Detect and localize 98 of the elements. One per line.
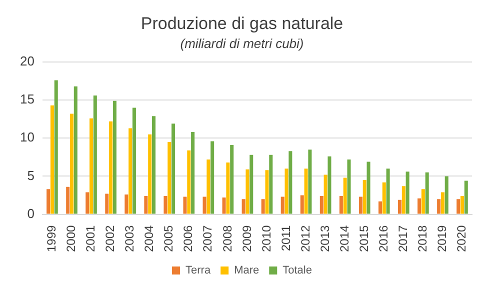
bar bbox=[366, 162, 370, 214]
bar bbox=[362, 180, 366, 214]
bar bbox=[74, 86, 78, 214]
bar bbox=[382, 182, 386, 214]
bar bbox=[152, 116, 156, 214]
bar bbox=[226, 162, 230, 214]
bar bbox=[328, 156, 332, 214]
bar bbox=[284, 168, 288, 214]
bar bbox=[386, 168, 390, 214]
x-tick-label: 2013 bbox=[318, 224, 332, 252]
bar bbox=[269, 154, 273, 214]
bar bbox=[339, 196, 343, 214]
bar bbox=[288, 151, 292, 214]
bar bbox=[398, 200, 402, 214]
chart-subtitle: (miliardi di metri cubi) bbox=[180, 36, 304, 51]
x-tick-label: 2008 bbox=[220, 224, 234, 252]
bar bbox=[300, 195, 304, 214]
bar bbox=[168, 142, 172, 214]
x-tick-label: 2011 bbox=[278, 224, 293, 252]
bar bbox=[86, 192, 90, 214]
y-tick-label: 15 bbox=[20, 92, 34, 107]
x-tick-label: 2004 bbox=[142, 224, 156, 252]
bar bbox=[54, 80, 58, 214]
bar bbox=[183, 196, 187, 214]
x-tick-label: 2001 bbox=[84, 224, 98, 252]
bar bbox=[66, 186, 70, 214]
x-tick-label: 2009 bbox=[240, 224, 254, 252]
bar bbox=[109, 121, 113, 214]
bar bbox=[440, 192, 444, 214]
bar bbox=[105, 194, 109, 214]
x-tick-label: 2016 bbox=[376, 224, 390, 252]
legend-label: Mare bbox=[234, 264, 260, 277]
y-tick-label: 20 bbox=[20, 54, 34, 69]
bar bbox=[172, 124, 176, 214]
bar bbox=[148, 134, 152, 214]
bar bbox=[320, 196, 324, 214]
bar bbox=[425, 172, 429, 214]
bar bbox=[444, 176, 448, 214]
bar bbox=[230, 145, 234, 214]
x-tick-label: 2020 bbox=[454, 224, 469, 252]
chart-title: Produzione di gas naturale bbox=[140, 14, 344, 33]
bar bbox=[206, 159, 210, 214]
bar bbox=[261, 199, 265, 214]
bar bbox=[308, 150, 312, 214]
bar bbox=[132, 108, 136, 214]
bar bbox=[402, 186, 406, 214]
x-tick-label: 2005 bbox=[162, 224, 176, 252]
x-tick-label: 2007 bbox=[200, 224, 215, 252]
bar bbox=[358, 196, 362, 214]
x-tick-label: 2015 bbox=[356, 224, 371, 252]
x-tick-label: 2002 bbox=[103, 224, 118, 252]
legend-label: Terra bbox=[186, 264, 212, 277]
x-tick-label: 2019 bbox=[435, 224, 450, 252]
bar bbox=[222, 198, 226, 214]
bar bbox=[246, 169, 250, 214]
x-tick-label: 2012 bbox=[298, 224, 312, 252]
bar bbox=[70, 114, 74, 214]
bar bbox=[210, 141, 214, 214]
x-tick-label: 2010 bbox=[259, 224, 274, 252]
x-tick-label: 2017 bbox=[396, 224, 410, 252]
x-tick-label: 2003 bbox=[122, 224, 137, 252]
bar bbox=[464, 180, 468, 214]
bar bbox=[421, 189, 425, 214]
x-tick-label: 2018 bbox=[416, 224, 430, 252]
x-tick-label: 2006 bbox=[181, 224, 196, 252]
bar bbox=[90, 118, 94, 214]
y-tick-label: 0 bbox=[27, 206, 34, 221]
bar bbox=[164, 196, 168, 214]
bar bbox=[144, 196, 148, 214]
bar bbox=[456, 199, 460, 214]
y-tick-label: 5 bbox=[27, 168, 34, 183]
x-tick-label: 1999 bbox=[44, 224, 59, 252]
x-tick-label: 2000 bbox=[64, 224, 78, 252]
bar bbox=[112, 100, 116, 214]
bar bbox=[124, 194, 128, 214]
bar bbox=[324, 174, 328, 214]
bar bbox=[46, 189, 50, 214]
legend-label: Totale bbox=[282, 264, 312, 277]
bar bbox=[202, 196, 206, 214]
bar bbox=[343, 178, 347, 214]
bar bbox=[418, 198, 422, 214]
bar bbox=[93, 96, 97, 214]
bar bbox=[437, 199, 441, 214]
bar bbox=[304, 168, 308, 214]
bar bbox=[50, 105, 54, 214]
bar bbox=[347, 159, 351, 214]
x-tick-label: 2014 bbox=[337, 224, 352, 252]
bar bbox=[460, 196, 464, 214]
y-tick-label: 10 bbox=[20, 130, 34, 145]
bar bbox=[191, 132, 195, 214]
bar bbox=[378, 201, 382, 214]
bar bbox=[406, 172, 410, 214]
bar bbox=[265, 170, 269, 214]
bar bbox=[280, 196, 284, 214]
bar bbox=[187, 150, 191, 214]
bar bbox=[128, 128, 132, 214]
bar bbox=[242, 199, 246, 214]
bar bbox=[250, 154, 254, 214]
